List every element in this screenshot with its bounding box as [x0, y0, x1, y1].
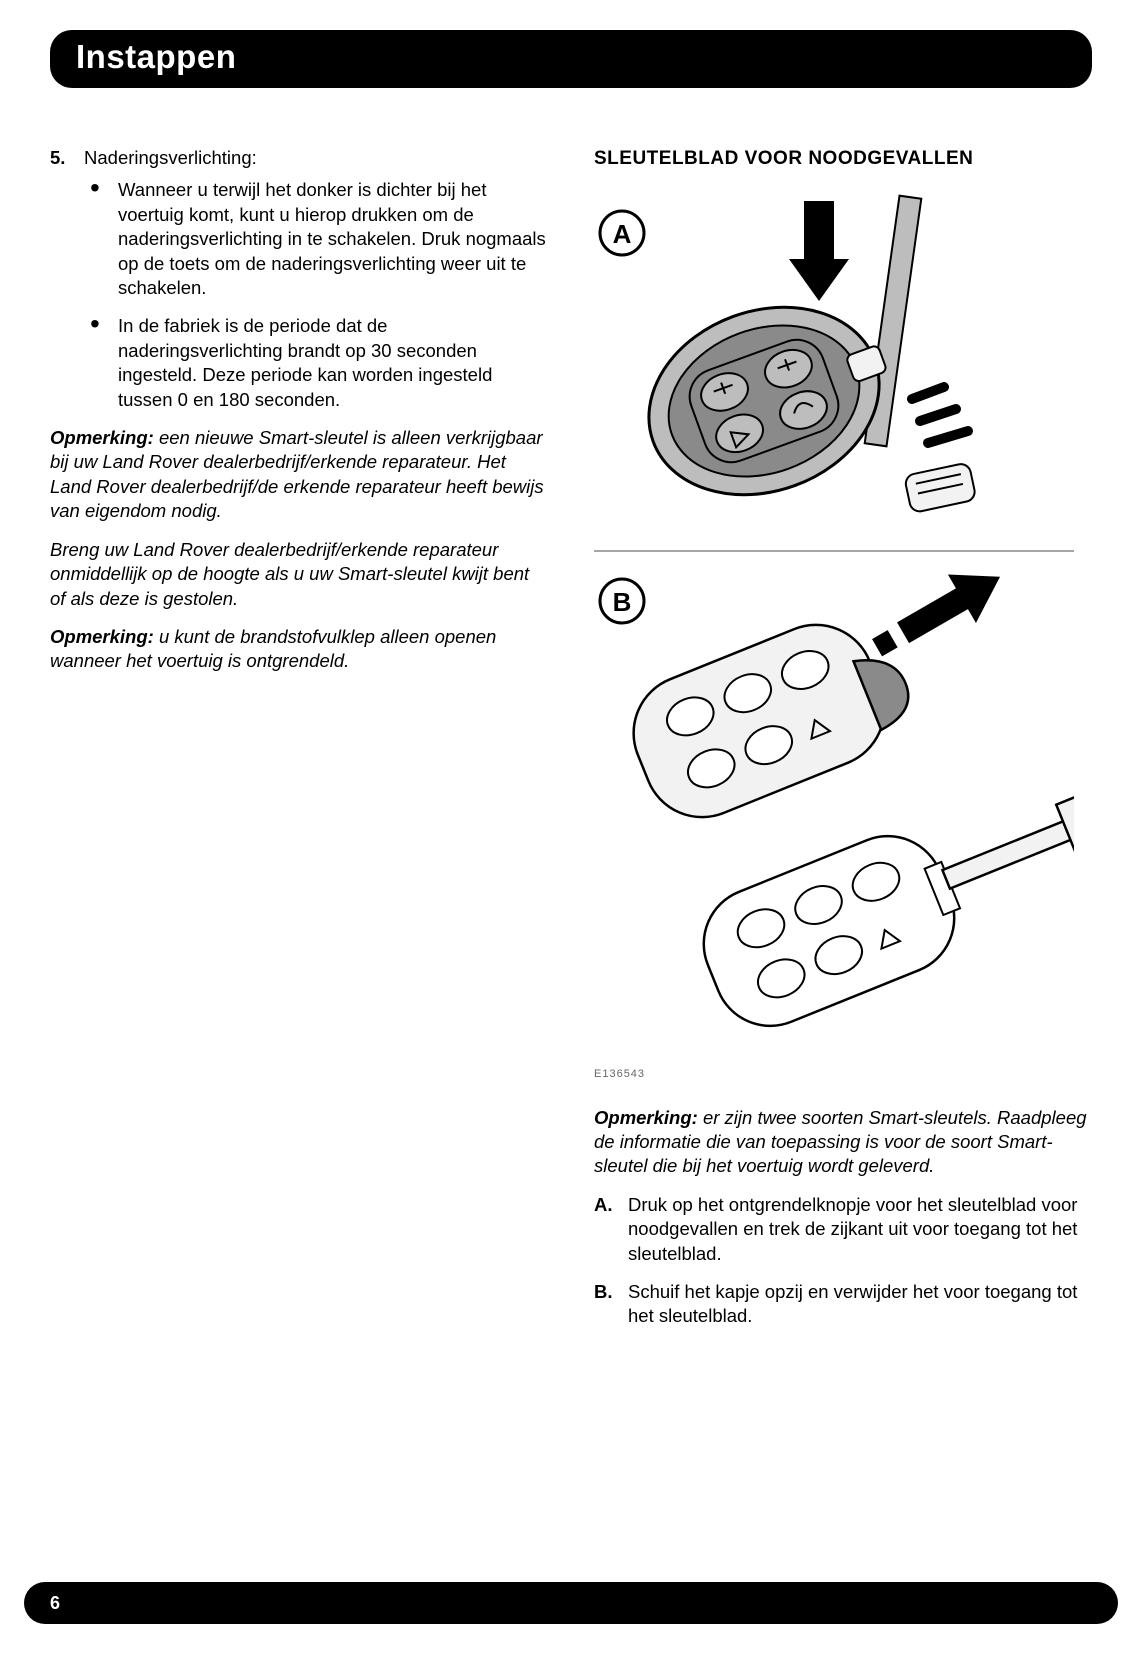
item-title: Naderingsverlichting: [84, 146, 257, 170]
section-heading: SLEUTELBLAD VOOR NOODGEVALLEN [594, 146, 1092, 171]
list-item: In de fabriek is de periode dat de nader… [84, 314, 548, 412]
key-fob-figure: A [594, 191, 1092, 1061]
step-text: Druk op het ontgrendelknopje voor het sl… [628, 1193, 1092, 1266]
arrow-down-icon [789, 201, 849, 301]
note-label: Opmerking: [50, 626, 154, 647]
footer-bar: 6 [24, 1582, 1118, 1624]
right-column: SLEUTELBLAD VOOR NOODGEVALLEN A [586, 146, 1092, 1343]
note-paragraph: Opmerking: een nieuwe Smart-sleutel is a… [50, 426, 548, 524]
list-item: B. Schuif het kapje opzij en verwijder h… [594, 1280, 1092, 1329]
note-paragraph: Opmerking: u kunt de brandstofvulklep al… [50, 625, 548, 674]
list-item: Wanneer u terwijl het donker is dichter … [84, 178, 548, 300]
step-letter: B. [594, 1280, 628, 1329]
two-column-layout: 5. Naderingsverlichting: Wanneer u terwi… [50, 146, 1092, 1343]
note-paragraph: Opmerking: er zijn twee soorten Smart-sl… [594, 1106, 1092, 1179]
numbered-item: 5. Naderingsverlichting: [50, 146, 548, 170]
page-title: Instappen [76, 38, 1066, 76]
list-item: A. Druk op het ontgrendelknopje voor het… [594, 1193, 1092, 1266]
item-number: 5. [50, 146, 84, 170]
step-letter: A. [594, 1193, 628, 1266]
step-text: Schuif het kapje opzij en verwijder het … [628, 1280, 1092, 1329]
sub-bullet-list: Wanneer u terwijl het donker is dichter … [50, 178, 548, 412]
paragraph: Breng uw Land Rover dealerbedrijf/erkend… [50, 538, 548, 611]
side-cover-a [904, 462, 976, 513]
page-number: 6 [50, 1593, 60, 1614]
left-column: 5. Naderingsverlichting: Wanneer u terwi… [50, 146, 556, 1343]
motion-strokes-a [912, 387, 968, 443]
page: Instappen 5. Naderingsverlichting: Wanne… [0, 0, 1142, 1654]
key-fob-svg: A [594, 191, 1074, 1061]
label-a-text: A [613, 219, 632, 249]
note-label: Opmerking: [50, 427, 154, 448]
fob-b-upper [616, 598, 925, 835]
note-label: Opmerking: [594, 1107, 698, 1128]
fob-a [622, 273, 913, 526]
header-bar: Instappen [50, 30, 1092, 88]
letter-list: A. Druk op het ontgrendelknopje voor het… [594, 1193, 1092, 1329]
figure-caption: E136543 [594, 1067, 1092, 1082]
label-b-text: B [613, 587, 632, 617]
